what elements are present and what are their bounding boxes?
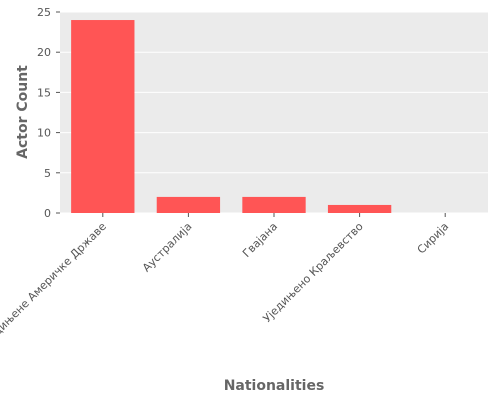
x-tick-label-2: Гвајана <box>240 220 280 260</box>
y-tick-label-0: 0 <box>44 207 51 220</box>
x-axis-ticks: Сједињене Америчке Државе Аустралија Гваја… <box>0 213 451 351</box>
y-tick-label-3: 15 <box>37 86 51 99</box>
bar-3 <box>327 204 392 213</box>
x-tick-label-1: Аустралија <box>140 220 195 275</box>
x-tick-label-3: Уједињено Краљевство <box>261 220 366 325</box>
bar-0 <box>71 20 135 213</box>
x-tick-label-4: Сирија <box>415 220 452 257</box>
y-tick-label-5: 25 <box>37 6 51 19</box>
y-tick-label-1: 5 <box>44 167 51 180</box>
y-tick-label-4: 20 <box>37 46 51 59</box>
y-tick-label-2: 10 <box>37 127 51 140</box>
bar-2 <box>242 196 306 213</box>
x-tick-label-0: Сједињене Америчке Државе <box>0 220 109 351</box>
y-axis-ticks: 0 5 10 15 20 25 <box>37 6 60 220</box>
bars <box>71 20 392 213</box>
x-axis-title: Nationalities <box>224 378 325 394</box>
y-axis-title: Actor Count <box>15 65 31 159</box>
bar-1 <box>156 196 221 213</box>
